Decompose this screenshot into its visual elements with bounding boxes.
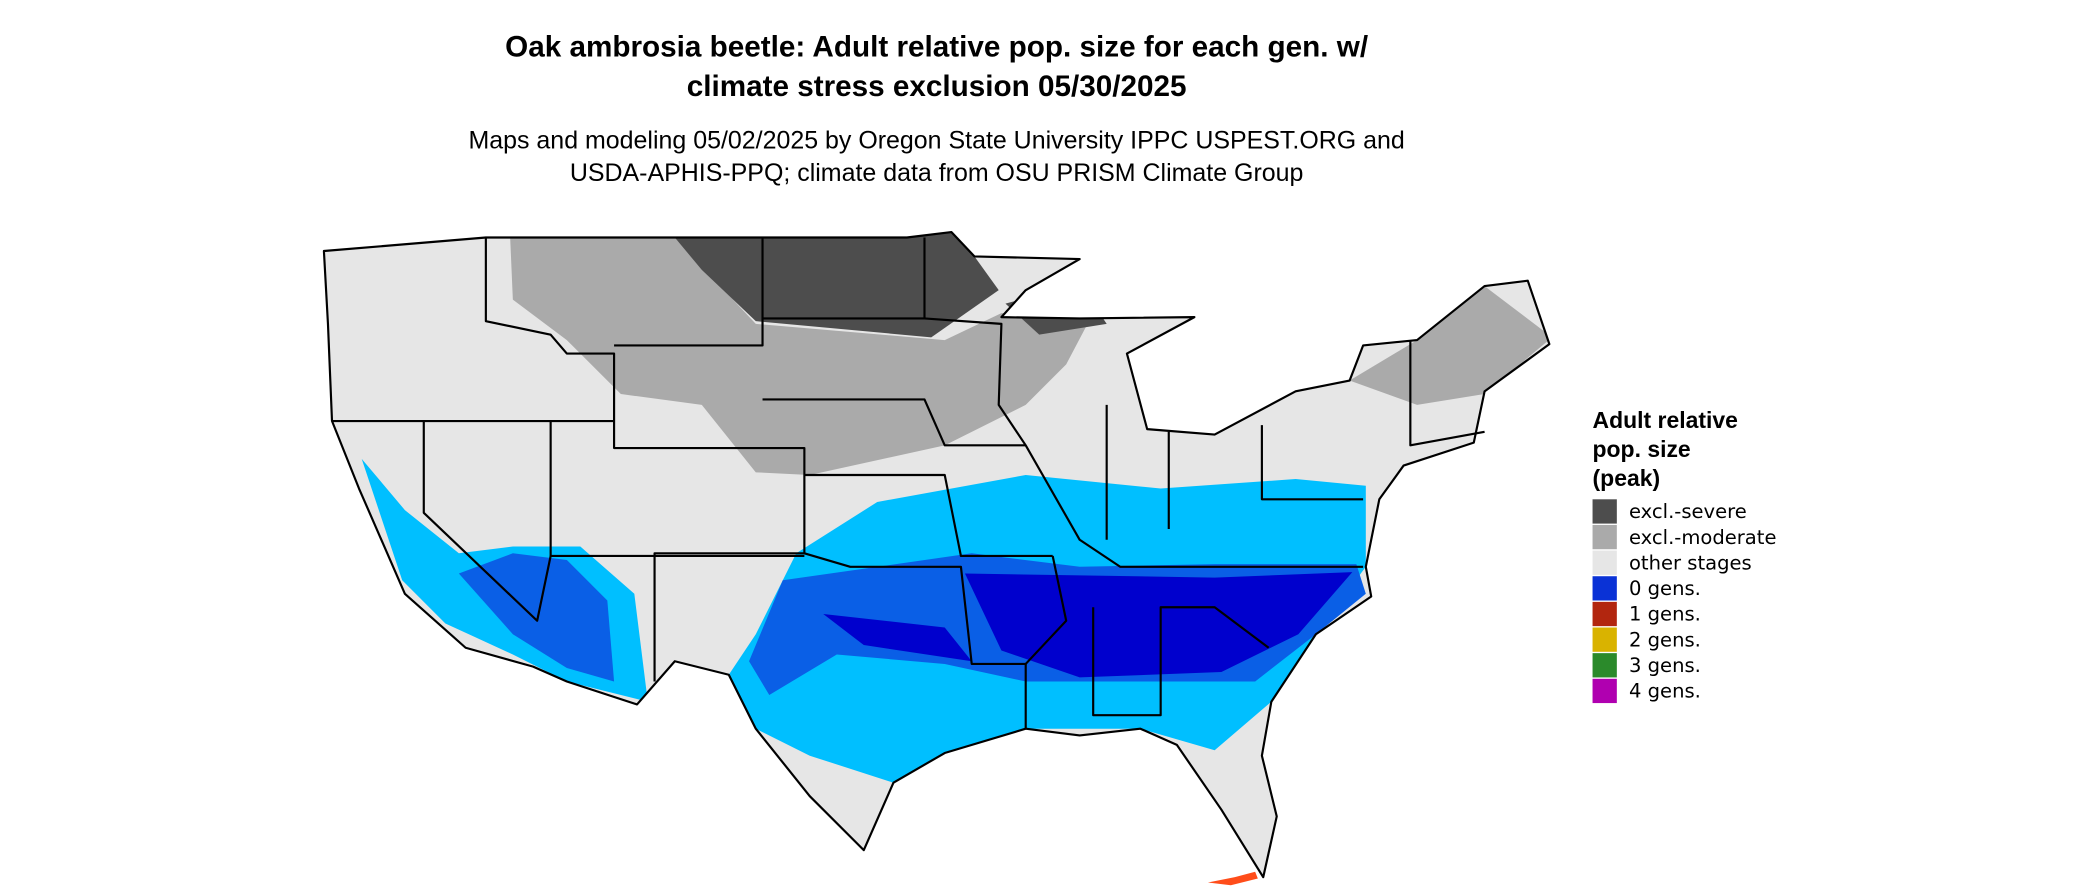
state-line [1024,555,1068,665]
state-borders [332,237,1485,729]
state-line [1409,340,1485,447]
legend-swatch [1592,499,1617,524]
legend-label: excl.-severe [1629,500,1747,523]
legend-swatch [1592,576,1617,601]
legend-title: Adult relative [1593,407,1738,433]
legend-swatch [1592,678,1617,704]
heading: Oak ambrosia beetle: Adult relative pop.… [468,31,1404,187]
legend-label: 2 gens. [1629,628,1701,651]
legend-title: pop. size [1593,436,1691,462]
title-line: climate stress exclusion 05/30/2025 [687,70,1187,103]
state-line [1260,425,1364,501]
subtitle-line: Maps and modeling 05/02/2025 by Oregon S… [468,126,1404,154]
zone-mid [458,553,615,682]
legend-label: 1 gens. [1629,603,1701,626]
map [322,231,1551,886]
legend-title: (peak) [1593,465,1661,491]
state-line [924,317,1364,568]
state-line [484,237,806,682]
legend-label: 3 gens. [1629,654,1701,677]
legend-label: 0 gens. [1629,577,1701,600]
legend-label: other stages [1629,551,1752,574]
state-line [1092,606,1270,717]
state-line [614,237,764,347]
state-line [422,421,805,622]
legend-swatch [1592,653,1617,678]
legend-swatch [1592,524,1617,550]
legend-swatch [1592,601,1617,627]
zone-moderate [510,237,1094,476]
legend-swatch [1592,627,1617,652]
zone-dark [823,614,972,662]
state-line [804,473,1053,558]
state-line [762,398,1026,447]
subtitle-line: USDA-APHIS-PPQ; climate data from OSU PR… [570,159,1304,187]
title-line: Oak ambrosia beetle: Adult relative pop.… [505,31,1368,64]
zone-severe [674,232,999,338]
legend: Adult relative pop. size (peak) excl.-sever… [1592,407,1777,704]
legend-swatch [1592,550,1617,575]
legend-label: excl.-moderate [1629,526,1777,549]
keys [1207,871,1258,886]
zone-moderate [1349,286,1550,405]
national-border [322,231,1551,879]
legend-label: 4 gens. [1629,680,1701,703]
state-line [804,552,1027,729]
